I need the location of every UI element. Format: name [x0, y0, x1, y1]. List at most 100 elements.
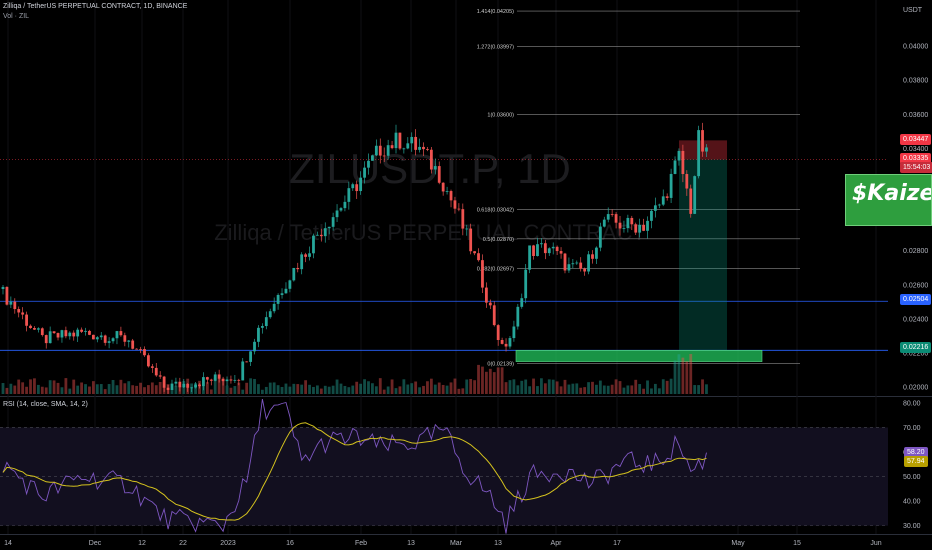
volume-bar: [13, 385, 17, 394]
volume-bar: [127, 381, 131, 394]
candle-body: [52, 331, 56, 334]
rsi-tick: 30.00: [903, 523, 921, 530]
volume-bar: [249, 378, 252, 394]
candle-body: [186, 383, 190, 388]
candle-body: [29, 325, 32, 329]
stop-price-badge: 0.03447: [900, 134, 932, 145]
volume-bar: [532, 378, 535, 394]
candle-body: [154, 367, 158, 376]
candle-body: [477, 253, 480, 261]
volume-bar: [29, 379, 32, 394]
volume-bar: [44, 387, 48, 394]
volume-bar: [72, 379, 76, 394]
candle-body: [331, 217, 335, 227]
volume-bar: [614, 379, 618, 394]
rsi-sma-badge: 57.94: [904, 456, 928, 467]
candle-body: [174, 381, 178, 384]
volume-bar: [598, 380, 602, 394]
fibonacci-extension[interactable]: 1.414(0.04205) 1.272(0.03997) 1(0.03600) 0.…: [477, 9, 800, 367]
candle-body: [598, 226, 602, 248]
candle-body: [147, 355, 150, 367]
candle-body: [528, 245, 532, 270]
candle-body: [465, 228, 469, 230]
volume-bar: [9, 383, 13, 394]
candle-body: [84, 330, 87, 332]
candle-body: [441, 182, 445, 192]
volume-bar: [504, 382, 508, 394]
candle-body: [17, 309, 21, 313]
volume-bar: [516, 385, 520, 394]
volume-bar: [697, 385, 701, 394]
volume-bar: [626, 385, 630, 394]
volume-bar: [642, 388, 645, 394]
volume-bar: [119, 379, 123, 394]
volume-bar: [484, 371, 488, 394]
volume-bar: [304, 380, 308, 394]
volume-bar: [347, 387, 351, 394]
candle-body: [567, 264, 571, 271]
volume-bar: [481, 366, 484, 394]
volume-bar: [260, 389, 264, 394]
volume-bar: [378, 378, 382, 394]
candle-body: [229, 379, 233, 381]
volume-bar: [559, 386, 563, 394]
candle-body: [135, 348, 139, 350]
volume-bar: [335, 379, 339, 394]
time-label: Feb: [355, 540, 367, 547]
price-tick: 0.02000: [903, 385, 928, 392]
volume-bar: [681, 357, 685, 394]
candle-body: [701, 130, 704, 152]
candle-body: [241, 361, 245, 381]
volume-bar: [103, 389, 107, 394]
candle-body: [697, 130, 701, 177]
volume-bar: [488, 368, 492, 394]
candle-body: [40, 328, 44, 336]
time-axis[interactable]: 14 Dec 12 22 2023 16 Feb 13 Mar 13 Apr 17 May 15 Jun: [4, 540, 882, 547]
volume-bar: [272, 382, 276, 394]
volume-bar: [343, 385, 347, 394]
volume-bar: [567, 384, 571, 394]
volume-bar: [123, 383, 127, 394]
volume-bar: [339, 383, 343, 394]
volume-bar: [473, 380, 476, 394]
candle-body: [162, 376, 166, 388]
candle-body: [221, 378, 225, 382]
candle-body: [316, 234, 319, 236]
time-label: 22: [179, 540, 187, 547]
candle-body: [469, 228, 473, 252]
volume-bar: [174, 385, 178, 394]
candle-body: [653, 205, 657, 211]
volume-bar: [17, 379, 21, 394]
rsi-tick: 40.00: [903, 499, 921, 506]
watermark-name: Zilliqa / TetherUS PERPETUAL CONTRACT: [214, 220, 646, 245]
kaizen-label: $Kaizen: [852, 181, 931, 206]
volume-bar: [618, 381, 622, 394]
volume-bar: [575, 383, 579, 394]
volume-bar: [233, 386, 237, 394]
volume-bar: [80, 382, 83, 394]
time-label: Jun: [870, 540, 881, 547]
candle-body: [614, 214, 618, 223]
candle-body: [292, 267, 296, 281]
short-position-tool[interactable]: [515, 140, 763, 362]
volume-bar: [367, 381, 370, 394]
price-tick: 0.04000: [903, 44, 928, 51]
candle-body: [123, 335, 127, 342]
candle-body: [304, 254, 308, 257]
candle-body: [496, 325, 500, 341]
candle-body: [76, 329, 80, 337]
volume-bar: [665, 380, 669, 394]
volume-bar: [351, 385, 355, 394]
candle-body: [579, 262, 583, 269]
rsi-tick: 70.00: [903, 425, 921, 432]
volume-bar: [288, 386, 292, 394]
level-badge-low: 0.02216: [900, 342, 932, 353]
candle-body: [693, 176, 697, 214]
candle-body: [488, 302, 492, 306]
candle-body: [378, 145, 382, 156]
volume-bar: [99, 384, 103, 394]
candle-body: [540, 243, 543, 245]
candle-body: [288, 280, 292, 289]
level-badge-mid: 0.02504: [900, 294, 932, 305]
